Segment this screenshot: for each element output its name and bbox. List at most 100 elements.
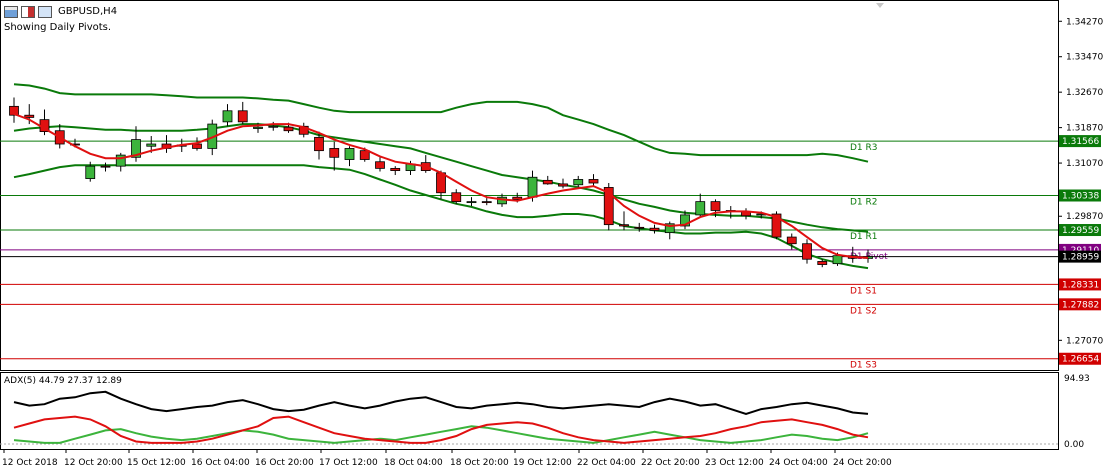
- x-tick-label: 24 Oct 04:00: [769, 458, 828, 468]
- pivot-label: D1 R1: [850, 232, 878, 242]
- candle-body: [786, 236, 797, 245]
- chart-symbol-title: GBPUSD,H4: [58, 6, 118, 17]
- pivot-label: D1 R3: [850, 143, 878, 153]
- candle-body: [115, 154, 126, 167]
- candle-body: [253, 126, 263, 129]
- candle-body: [436, 172, 446, 194]
- price-panel-frame: [0, 0, 1059, 371]
- pivot-label: D1 R2: [850, 198, 878, 208]
- x-tick-label: 12 Oct 20:00: [64, 458, 123, 468]
- pivot-label: D1 S2: [850, 306, 877, 316]
- y-tick-label: 1.27070: [1066, 336, 1103, 346]
- candle-body: [390, 167, 401, 171]
- pivot-price-label: 1.27882: [1062, 300, 1099, 310]
- candle-body: [802, 243, 812, 260]
- x-tick-label: 18 Oct 20:00: [450, 458, 509, 468]
- candle-body: [85, 165, 96, 179]
- candle-body: [466, 201, 477, 204]
- candle-body: [9, 105, 19, 116]
- candle-body: [512, 196, 523, 200]
- candle-body: [24, 114, 35, 118]
- symbol-icon: [38, 6, 52, 18]
- candle-body: [695, 201, 706, 216]
- candle-body: [237, 110, 248, 123]
- x-tick-label: 24 Oct 20:00: [833, 458, 892, 468]
- candle-body: [283, 126, 294, 132]
- candle-body: [527, 176, 538, 198]
- flag-icon: [21, 6, 35, 18]
- candle-body: [558, 183, 568, 187]
- candle-body: [664, 223, 675, 234]
- x-tick-label: 12 Oct 2018: [2, 458, 58, 468]
- y-tick-label: 1.31070: [1066, 159, 1103, 169]
- pivot-label: D1 S1: [850, 286, 877, 296]
- pivot-price-box: [1059, 352, 1101, 365]
- y-tick-label: 1.31870: [1066, 124, 1103, 134]
- candle-body: [192, 143, 202, 149]
- candle-body: [268, 125, 279, 128]
- bollinger-upper: [13, 83, 869, 163]
- adx-main-line: [13, 390, 869, 415]
- bollinger-middle: [13, 123, 869, 233]
- y-tick-label: 1.32670: [1066, 88, 1103, 98]
- candle-body: [344, 148, 355, 160]
- pivot-price-box: [1059, 135, 1101, 148]
- pivot-price-label: 1.30338: [1062, 192, 1099, 202]
- indicator-axis-top: 94.93: [1064, 374, 1090, 384]
- candle-body: [146, 143, 157, 147]
- x-tick-label: 19 Oct 12:00: [513, 458, 572, 468]
- pivot-price-box: [1059, 224, 1101, 237]
- indicator-panel-frame: [0, 372, 1059, 450]
- x-tick-label: 16 Oct 20:00: [255, 458, 314, 468]
- pivot-price-box: [1059, 298, 1101, 311]
- candle-body: [359, 150, 370, 160]
- pivot-price-label: 1.28331: [1062, 280, 1099, 290]
- candle-body: [634, 226, 645, 229]
- x-tick-label: 23 Oct 12:00: [705, 458, 764, 468]
- x-tick-label: 22 Oct 04:00: [577, 458, 636, 468]
- candle-body: [542, 179, 553, 185]
- pivot-label: D1 S3: [850, 361, 877, 371]
- y-tick-label: 1.29870: [1066, 212, 1103, 222]
- adx-minus-di-line: [13, 415, 869, 444]
- candle-body: [817, 261, 828, 265]
- candle-body: [619, 224, 629, 227]
- candle-body: [100, 165, 111, 168]
- candle-body: [222, 110, 233, 123]
- adx-plus-di-line: [13, 425, 869, 444]
- chart-window-icon: [4, 6, 18, 18]
- y-tick-label: 1.33470: [1066, 53, 1103, 63]
- x-tick-label: 22 Oct 20:00: [641, 458, 700, 468]
- candle-body: [832, 255, 843, 265]
- candle-body: [329, 148, 340, 158]
- current-price-label: 1.28959: [1062, 253, 1099, 263]
- moving-average: [13, 112, 869, 259]
- candle-body: [481, 201, 492, 204]
- candle-body: [680, 214, 690, 227]
- pivot-subtitle: Showing Daily Pivots.: [4, 22, 112, 33]
- candle-body: [314, 136, 324, 152]
- candle-body: [375, 161, 385, 169]
- x-tick-label: 16 Oct 04:00: [191, 458, 250, 468]
- indicator-label: ADX(5) 44.79 27.37 12.89: [4, 376, 122, 386]
- x-tick-label: 17 Oct 12:00: [319, 458, 378, 468]
- current-price-box: [1059, 250, 1101, 263]
- pivot-price-box: [1059, 278, 1101, 291]
- x-tick-label: 18 Oct 04:00: [384, 458, 443, 468]
- candle-body: [131, 139, 141, 158]
- pivot-price-label: 1.26654: [1062, 355, 1099, 365]
- candle-body: [451, 192, 462, 203]
- candle-body: [649, 227, 660, 231]
- scroll-marker-icon: [876, 3, 884, 8]
- candle-body: [771, 213, 782, 238]
- candle-body: [588, 179, 599, 184]
- candle-body: [603, 187, 614, 226]
- indicator-axis-bottom: 0.00: [1064, 440, 1084, 450]
- y-tick-label: 1.34270: [1066, 17, 1103, 27]
- pivot-price-box: [1059, 189, 1101, 202]
- x-tick-label: 15 Oct 12:00: [127, 458, 186, 468]
- pivot-price-label: 1.31566: [1062, 137, 1099, 147]
- candle-body: [573, 179, 584, 186]
- candle-body: [710, 201, 721, 211]
